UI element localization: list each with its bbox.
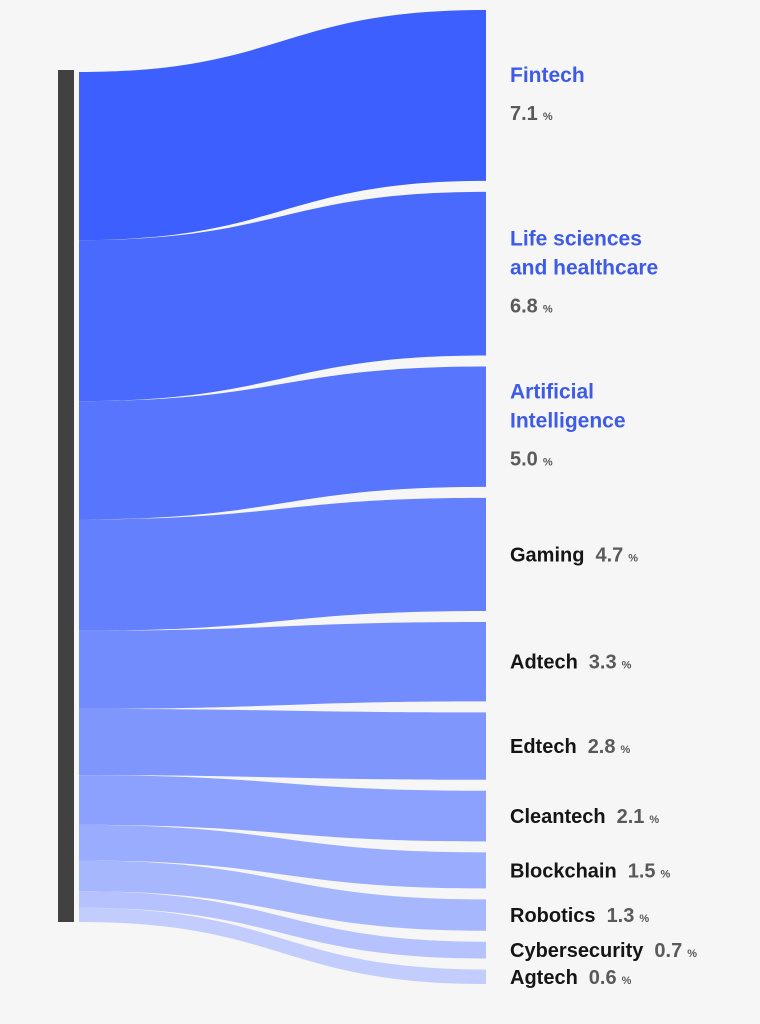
flow-cybersecurity [79, 891, 486, 959]
value-gaming: 4.7 [595, 544, 623, 566]
flow-agtech [79, 907, 486, 984]
value-agtech: 0.6 [589, 967, 617, 989]
unit-adtech: % [622, 660, 632, 672]
flows-group [79, 10, 486, 984]
unit-robotics: % [639, 913, 649, 925]
label-life-sciences-and-healthcare-line-2: and healthcare [510, 257, 658, 280]
flow-fintech [79, 10, 486, 241]
value-life-sciences-and-healthcare: 6.8% [510, 296, 553, 318]
unit-fintech: % [543, 111, 553, 123]
label-cleantech: Cleantech 2.1% [510, 806, 659, 828]
label-blockchain: Blockchain 1.5% [510, 860, 671, 882]
value-cybersecurity: 0.7 [654, 940, 682, 962]
value-edtech: 2.8 [588, 736, 616, 758]
unit-life-sciences-and-healthcare: % [543, 304, 553, 316]
flow-robotics [79, 860, 486, 931]
value-artificial-intelligence: 5.0% [510, 449, 553, 471]
flow-life-sciences-and-healthcare [79, 191, 486, 402]
flow-gaming [79, 497, 486, 631]
flow-blockchain [79, 824, 486, 889]
label-gaming: Gaming 4.7% [510, 544, 638, 566]
label-adtech: Adtech 3.3% [510, 652, 632, 674]
label-life-sciences-and-healthcare-line-1: Life sciences [510, 228, 642, 251]
value-cleantech: 2.1 [617, 806, 645, 828]
value-robotics: 1.3 [607, 905, 635, 927]
value-fintech: 7.1% [510, 103, 553, 125]
flow-artificial-intelligence [79, 366, 486, 520]
source-bar [58, 70, 74, 922]
label-fintech: Fintech [510, 64, 585, 87]
unit-edtech: % [621, 744, 631, 756]
label-artificial-intelligence-line-1: Artificial [510, 381, 594, 404]
unit-agtech: % [622, 975, 632, 987]
flow-adtech [79, 621, 486, 709]
unit-gaming: % [628, 552, 638, 564]
value-blockchain: 1.5 [628, 860, 656, 882]
flow-cleantech [79, 775, 486, 842]
labels-group: Fintech 7.1 % Life sciences and healthcare 6.… [510, 64, 697, 989]
unit-artificial-intelligence: % [543, 457, 553, 469]
label-cybersecurity: Cybersecurity 0.7% [510, 940, 697, 962]
label-artificial-intelligence-line-2: Intelligence [510, 410, 626, 433]
unit-cleantech: % [649, 814, 659, 826]
label-edtech: Edtech 2.8% [510, 736, 631, 758]
value-adtech: 3.3 [589, 652, 617, 674]
label-robotics: Robotics 1.3% [510, 905, 649, 927]
unit-blockchain: % [661, 868, 671, 880]
unit-cybersecurity: % [687, 948, 697, 960]
label-agtech: Agtech 0.6% [510, 967, 632, 989]
flow-edtech [79, 708, 486, 780]
